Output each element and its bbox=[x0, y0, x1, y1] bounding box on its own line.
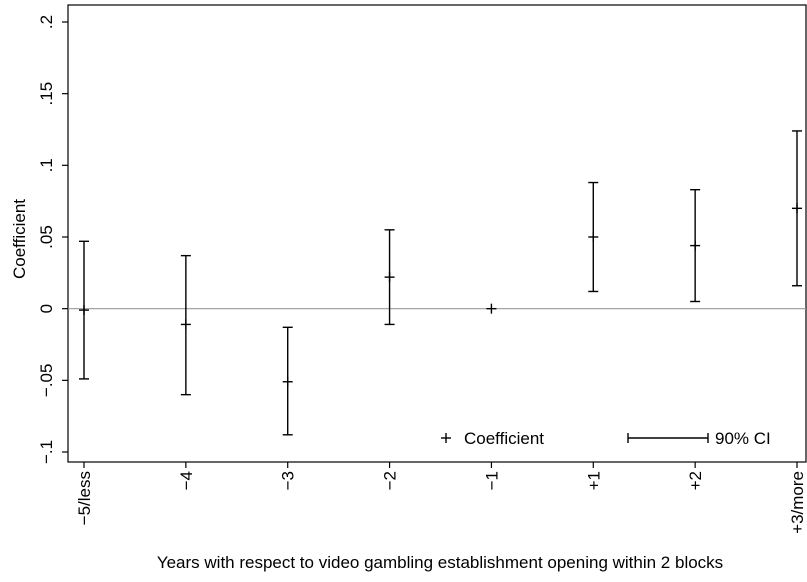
plot-frame bbox=[67, 4, 807, 463]
x-tick-label: +3/more bbox=[788, 471, 807, 534]
coefficient-point bbox=[180, 319, 191, 330]
x-tick-label: −2 bbox=[381, 471, 400, 490]
y-tick-label: .15 bbox=[37, 82, 56, 106]
x-tick-label: +1 bbox=[584, 471, 603, 490]
x-tick-label: +2 bbox=[686, 471, 705, 490]
y-tick-label: .2 bbox=[37, 15, 56, 29]
y-tick-label: −.1 bbox=[37, 440, 56, 464]
x-tick-label: −3 bbox=[279, 471, 298, 490]
y-tick-label: .05 bbox=[37, 225, 56, 249]
y-tick-label: −.05 bbox=[37, 364, 56, 398]
legend-coefficient-label: Coefficient bbox=[464, 429, 544, 448]
axes: −.1 −.05 0 .05 .1 .15 .2 −5/less −4 −3 −2 −1 +1 +2 +3/… bbox=[37, 4, 807, 534]
plot-marks bbox=[79, 130, 802, 436]
x-tick-label: −4 bbox=[177, 471, 196, 490]
legend-coefficient-symbol bbox=[441, 433, 451, 443]
y-tick-label: .1 bbox=[37, 158, 56, 172]
coefficient-point bbox=[79, 305, 89, 316]
y-axis-title: Coefficient bbox=[10, 199, 29, 279]
x-tick-label: −1 bbox=[482, 471, 501, 490]
coefficient-point bbox=[384, 272, 395, 283]
x-axis-title: Years with respect to video gambling est… bbox=[157, 553, 723, 572]
x-tick-label: −5/less bbox=[75, 471, 94, 525]
legend: Coefficient 90% CI bbox=[441, 429, 771, 448]
coefficient-point bbox=[690, 240, 701, 251]
y-tick-label: 0 bbox=[37, 304, 56, 313]
coefficient-point bbox=[792, 203, 802, 214]
coefficient-point bbox=[282, 376, 293, 387]
legend-ci-label: 90% CI bbox=[715, 429, 771, 448]
legend-ci-symbol bbox=[627, 433, 709, 443]
coefficient-point bbox=[588, 232, 599, 242]
coefficient-point bbox=[486, 303, 497, 314]
